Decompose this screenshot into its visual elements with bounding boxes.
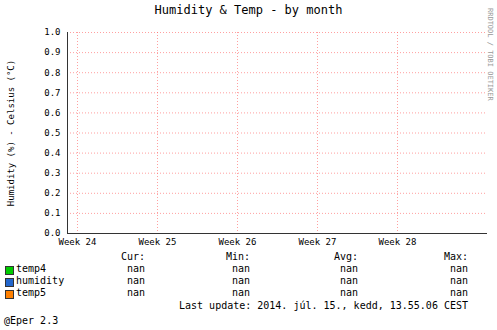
html-text:nan: nan <box>231 287 250 298</box>
html-text:Cur:: Cur: <box>120 251 145 262</box>
svg-text:0.2: 0.2 <box>44 188 60 198</box>
html-text:nan: nan <box>231 275 250 286</box>
svg-text:Week 26: Week 26 <box>219 237 257 247</box>
html-text:nan: nan <box>339 287 358 298</box>
svg-text:0.6: 0.6 <box>44 108 60 118</box>
svg-text:0.7: 0.7 <box>44 88 60 98</box>
html-text:Max:: Max: <box>443 251 468 262</box>
html-text:RRDTOOL / TOBI OETIKER: RRDTOOL / TOBI OETIKER <box>486 8 494 101</box>
html-text:temp5: temp5 <box>16 287 47 298</box>
html-text:nan: nan <box>339 263 358 274</box>
svg-text:0.9: 0.9 <box>44 47 60 57</box>
svg-text:0.1: 0.1 <box>44 208 60 218</box>
html-text:Min:: Min: <box>225 251 250 262</box>
html-text:nan: nan <box>449 263 468 274</box>
svg-text:0.4: 0.4 <box>44 148 60 158</box>
svg-text:0.0: 0.0 <box>44 228 61 239</box>
html-text:@Eper 2.3: @Eper 2.3 <box>4 315 59 326</box>
html-text:nan: nan <box>449 275 468 286</box>
html-text:nan: nan <box>126 275 145 286</box>
html-text:humidity: humidity <box>16 275 65 286</box>
html-text:nan: nan <box>231 263 250 274</box>
svg-text:0.5: 0.5 <box>44 128 60 138</box>
svg-text:Week 27: Week 27 <box>299 237 337 247</box>
html-text:nan: nan <box>339 275 358 286</box>
html-text:nan: nan <box>126 263 145 274</box>
svg-text:Humidity (%) - Celsius (°C): Humidity (%) - Celsius (°C) <box>6 60 16 206</box>
html-text:Last update: 2014. júl. 15., k: Last update: 2014. júl. 15., kedd, 13.55… <box>179 300 468 311</box>
html-text:Avg:: Avg: <box>333 251 358 262</box>
html-text:temp4: temp4 <box>16 263 47 274</box>
html-text:Humidity & Temp - by month: Humidity & Temp - by month <box>154 3 343 17</box>
svg-text:Week 24: Week 24 <box>59 237 97 247</box>
html-text:nan: nan <box>126 287 145 298</box>
svg-text:0.3: 0.3 <box>44 168 60 178</box>
svg-text:Week 25: Week 25 <box>139 237 177 247</box>
svg-text:Week 28: Week 28 <box>379 237 417 247</box>
svg-text:0.8: 0.8 <box>44 68 60 78</box>
svg-text:1.0: 1.0 <box>44 27 60 37</box>
html-text:nan: nan <box>449 287 468 298</box>
